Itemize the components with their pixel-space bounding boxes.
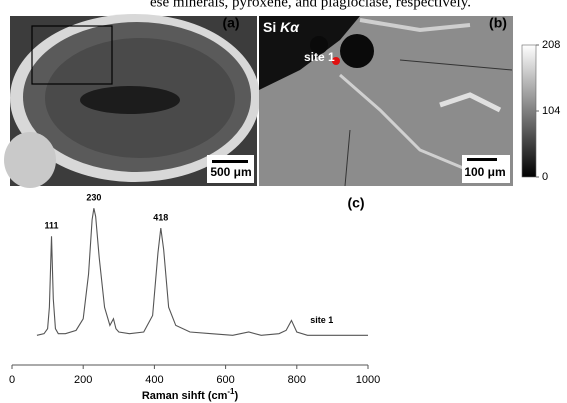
peak-label: 111 [45, 221, 59, 231]
x-tick-label: 200 [74, 374, 92, 386]
emission-line: Kα [280, 19, 300, 35]
spectrum-line [36, 208, 368, 336]
x-tick-label: 800 [288, 374, 306, 386]
peak-label: 418 [153, 212, 168, 222]
x-axis-title: Raman sihft (cm-1) [142, 387, 239, 402]
element-label: Si Kα [263, 19, 300, 35]
x-tick-label: 400 [145, 374, 163, 386]
x-title: Raman sihft (cm [142, 390, 228, 402]
peak-label: 230 [86, 193, 101, 203]
panel-b-image [259, 16, 513, 187]
x-tick-label: 1000 [356, 374, 380, 386]
panel-label: (c) [347, 195, 364, 211]
site-label: site 1 [304, 50, 335, 64]
caption-fragment: ese minerals, pyroxene, and plagioclase,… [150, 0, 471, 10]
scale-bar-label: 500 μm [210, 165, 251, 179]
series-label: site 1 [310, 315, 333, 325]
x-tick-label: 0 [9, 374, 15, 386]
panel-label: (a) [222, 15, 239, 31]
colorbar [521, 44, 537, 178]
x-tick-label: 600 [216, 374, 234, 386]
element: Si [263, 19, 276, 35]
scale-bar-label: 100 μm [464, 165, 505, 179]
colorbar-tick-label: 0 [542, 171, 548, 183]
colorbar-tick-label: 208 [542, 39, 560, 51]
x-title-sup: -1 [227, 387, 235, 396]
panel-a-image [4, 14, 260, 188]
panel-label: (b) [489, 15, 507, 31]
colorbar-tick-label: 104 [542, 105, 560, 117]
x-title-end: ) [235, 390, 239, 402]
